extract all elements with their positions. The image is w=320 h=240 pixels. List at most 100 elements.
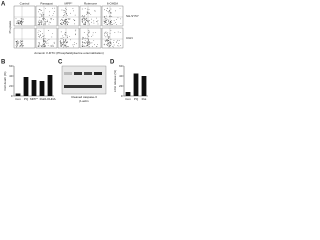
event-dot — [17, 22, 19, 24]
event-dot — [61, 44, 63, 45]
event-dot — [41, 45, 43, 47]
event-dot — [66, 46, 67, 48]
event-dot — [21, 40, 23, 42]
event-dot — [43, 22, 45, 24]
event-dot — [82, 18, 84, 19]
event-dot — [64, 10, 66, 11]
event-dot — [43, 41, 45, 42]
event-dot — [72, 44, 74, 46]
event-dot — [96, 46, 98, 48]
event-dot — [45, 19, 46, 20]
event-dot — [44, 40, 46, 42]
event-dot — [88, 41, 90, 43]
event-dot — [109, 16, 111, 17]
event-dot — [108, 12, 110, 14]
event-dot — [16, 21, 18, 23]
event-dot — [106, 22, 108, 24]
event-dot — [20, 45, 22, 46]
event-dot — [110, 45, 111, 46]
event-dot — [114, 32, 116, 33]
event-dot — [74, 14, 76, 16]
event-dot — [22, 18, 24, 20]
event-dot — [19, 45, 21, 46]
event-dot — [38, 30, 40, 32]
event-dot — [88, 40, 89, 41]
event-dot — [106, 10, 107, 11]
event-dot — [86, 20, 88, 21]
event-dot — [104, 40, 106, 41]
event-dot — [113, 40, 115, 41]
y-tick-label: 0 — [11, 94, 13, 98]
event-dot — [110, 8, 112, 10]
event-dot — [60, 44, 62, 46]
event-dot — [88, 12, 90, 14]
bar — [125, 92, 131, 96]
event-dot — [41, 45, 43, 46]
event-dot — [18, 41, 20, 43]
event-dot — [52, 33, 54, 34]
event-dot — [42, 12, 44, 14]
event-dot — [104, 16, 106, 18]
event-dot — [60, 31, 62, 33]
event-dot — [82, 15, 83, 16]
event-dot — [39, 22, 40, 24]
band-label: β-actin — [79, 99, 88, 103]
event-dot — [67, 22, 68, 24]
column-label: MPP⁺ — [64, 1, 73, 5]
event-dot — [22, 19, 24, 20]
event-dot — [84, 43, 86, 44]
event-dot — [106, 18, 108, 20]
event-dot — [52, 44, 54, 46]
event-dot — [53, 19, 54, 20]
row-label: CGN — [126, 36, 133, 40]
event-dot — [81, 45, 83, 46]
event-dot — [88, 42, 89, 44]
event-dot — [63, 22, 64, 23]
event-dot — [107, 43, 109, 44]
event-dot — [105, 22, 107, 23]
event-dot — [53, 42, 55, 44]
event-dot — [108, 36, 110, 37]
event-dot — [94, 44, 95, 46]
event-dot — [63, 41, 65, 42]
event-dot — [21, 21, 22, 23]
event-dot — [106, 36, 108, 38]
band — [94, 72, 102, 75]
event-dot — [60, 45, 62, 46]
figure: A Annexin V-FITC (Phosphatidylserine ext… — [1, 1, 148, 103]
plot-frame — [35, 27, 58, 49]
event-dot — [82, 19, 83, 21]
event-dot — [91, 46, 93, 48]
event-dot — [93, 22, 95, 24]
event-dot — [20, 22, 21, 23]
event-dot — [60, 40, 61, 42]
bar — [15, 93, 21, 96]
event-dot — [96, 20, 97, 22]
event-dot — [41, 46, 42, 48]
event-dot — [67, 41, 68, 43]
plot-frame — [101, 27, 124, 49]
x-tick-label: Con — [15, 97, 21, 101]
event-dot — [103, 19, 105, 21]
event-dot — [105, 20, 107, 22]
event-dot — [65, 35, 67, 36]
event-dot — [82, 44, 83, 45]
event-dot — [74, 23, 76, 25]
event-dot — [103, 17, 105, 19]
event-dot — [42, 15, 44, 17]
event-dot — [39, 23, 40, 24]
event-dot — [39, 8, 41, 10]
event-dot — [83, 38, 85, 39]
event-dot — [41, 14, 42, 16]
event-dot — [108, 23, 110, 25]
event-dot — [106, 35, 108, 36]
x-tick-label: Con — [125, 97, 131, 101]
event-dot — [89, 43, 90, 44]
event-dot — [60, 43, 62, 45]
event-dot — [46, 40, 48, 41]
event-dot — [113, 20, 115, 22]
event-dot — [108, 39, 109, 41]
event-dot — [85, 24, 86, 26]
event-dot — [90, 13, 92, 15]
y-tick-label: 40 — [9, 74, 13, 78]
